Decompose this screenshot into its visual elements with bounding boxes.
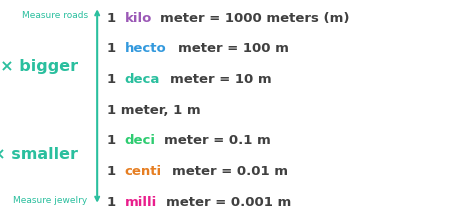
Text: Measure jewelry: Measure jewelry bbox=[13, 196, 88, 205]
Text: 1: 1 bbox=[107, 134, 120, 148]
Text: centi: centi bbox=[124, 165, 162, 178]
Text: kilo: kilo bbox=[124, 11, 152, 25]
Text: 1 meter, 1 m: 1 meter, 1 m bbox=[107, 104, 201, 117]
Text: 1: 1 bbox=[107, 11, 120, 25]
Text: 1: 1 bbox=[107, 42, 120, 55]
Text: Measure roads: Measure roads bbox=[21, 11, 88, 20]
Text: milli: milli bbox=[124, 196, 156, 209]
Text: meter = 100 m: meter = 100 m bbox=[178, 42, 289, 55]
Text: 10× smaller: 10× smaller bbox=[0, 147, 78, 162]
Text: 1: 1 bbox=[107, 73, 120, 86]
Text: 10× bigger: 10× bigger bbox=[0, 59, 78, 74]
Text: meter = 0.01 m: meter = 0.01 m bbox=[172, 165, 288, 178]
Text: hecto: hecto bbox=[124, 42, 166, 55]
Text: 1: 1 bbox=[107, 165, 120, 178]
Text: meter = 1000 meters (m): meter = 1000 meters (m) bbox=[160, 11, 349, 25]
Text: 1: 1 bbox=[107, 196, 120, 209]
Text: meter = 10 m: meter = 10 m bbox=[170, 73, 272, 86]
Text: deci: deci bbox=[124, 134, 155, 148]
Text: deca: deca bbox=[124, 73, 160, 86]
Text: meter = 0.001 m: meter = 0.001 m bbox=[166, 196, 291, 209]
Text: meter = 0.1 m: meter = 0.1 m bbox=[164, 134, 271, 148]
